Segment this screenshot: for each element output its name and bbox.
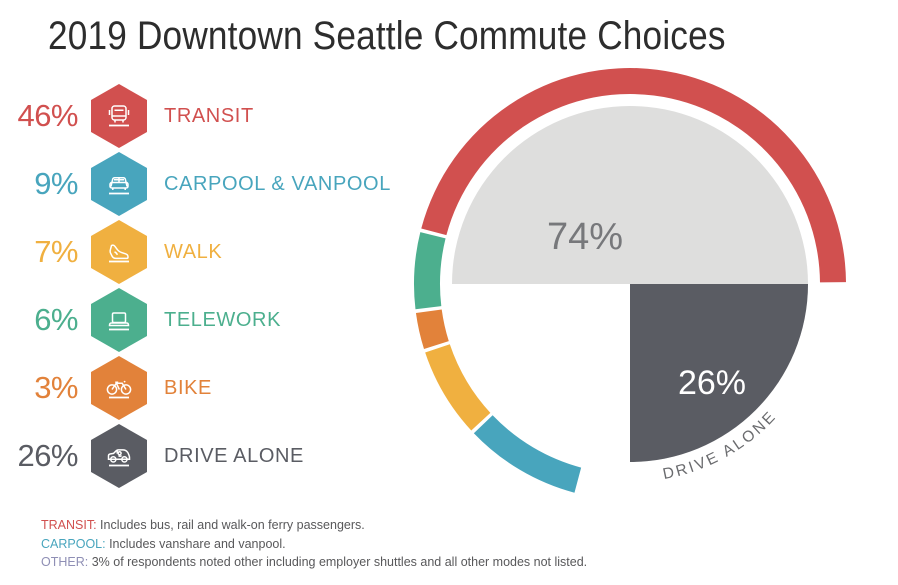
legend-percentage: 3% [34,370,78,405]
legend-percentage: 6% [34,302,78,337]
legend-row: 3% BIKE [0,354,420,422]
ring-segment-bike [415,309,449,349]
legend-row: 46% TRANSIT [0,82,420,150]
legend-icon-badge [88,218,150,286]
footnote-text: 3% of respondents noted other including … [88,555,588,569]
legend-percentage: 7% [34,234,78,269]
footnote-key: CARPOOL: [41,536,106,551]
legend-icon-badge [88,422,150,490]
footnote-text: Includes vanshare and vanpool. [105,536,286,551]
footnotes: TRANSIT: Includes bus, rail and walk-on … [41,516,587,572]
page-title: 2019 Downtown Seattle Commute Choices [48,14,726,58]
footnote-line: CARPOOL: Includes vanshare and vanpool. [41,535,587,554]
legend-row: 9% CARPOOL & VANPOOL [0,150,420,218]
legend-label: WALK [164,240,223,263]
footnote-key: OTHER: [41,555,89,569]
bicycle-icon [91,356,147,420]
laptop-icon [91,288,147,352]
legend-percentage: 9% [34,166,78,201]
car-side-icon [91,424,147,488]
drive-alone-wedge [630,284,808,462]
ring-segment-telework [414,232,446,310]
legend-icon-badge [88,354,150,422]
legend-icon-badge [88,286,150,354]
footnote-line: OTHER: 3% of respondents noted other inc… [41,553,587,572]
legend-label: TELEWORK [164,308,282,331]
commute-donut-chart: 74% 26% DRIVE ALONE [398,56,878,526]
shoe-icon [91,220,147,284]
legend-label: CARPOOL & VANPOOL [164,172,391,195]
bus-icon [91,84,147,148]
legend-icon-badge [88,150,150,218]
legend-label: DRIVE ALONE [164,444,304,467]
legend-row: 6% TELEWORK [0,286,420,354]
legend-icon-badge [88,82,150,150]
legend-percentage: 46% [17,98,78,133]
legend-row: 7% WALK [0,218,420,286]
donut-svg: 74%26%DRIVE ALONE [414,68,846,493]
legend-label: TRANSIT [164,104,254,127]
ring-segment-carpool-vanpool [473,415,582,493]
ring-segment-walk [425,344,491,431]
center-percentage-label: 74% [547,216,623,258]
ring-segment-transit [421,68,846,283]
legend-percentage: 26% [17,438,78,473]
car-front-icon [91,152,147,216]
footnote-text: Includes bus, rail and walk-on ferry pas… [96,518,365,532]
legend: 46% TRANSIT 9% CARPOOL & VANPOOL 7% WALK 6% [0,82,420,490]
footnote-key: TRANSIT: [41,518,97,532]
legend-row: 26% DRIVE ALONE [0,422,420,490]
legend-label: BIKE [164,376,212,399]
drive-alone-percentage-label: 26% [678,364,746,402]
footnote-line: TRANSIT: Includes bus, rail and walk-on … [41,516,587,535]
